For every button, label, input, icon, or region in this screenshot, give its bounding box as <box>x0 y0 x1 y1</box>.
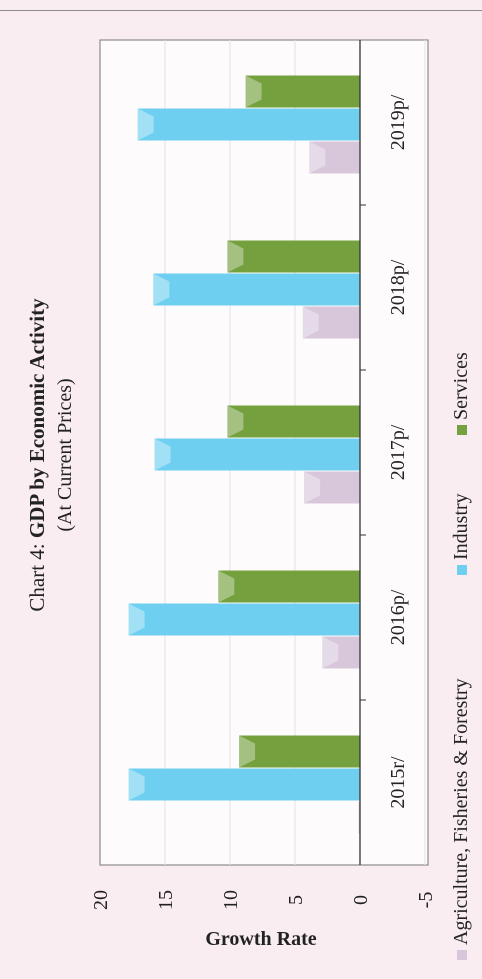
tick-label: 10 <box>220 890 242 910</box>
category-label: 2015r/ <box>387 756 409 809</box>
bar-bevel <box>309 141 326 174</box>
bar-bevel <box>128 603 145 636</box>
legend: Agriculture, Fisheries & Forestry Industr… <box>450 352 472 960</box>
legend-label: Agriculture, Fisheries & Forestry <box>450 678 472 945</box>
category-label: 2017p/ <box>387 424 409 480</box>
category-label: 2016p/ <box>387 589 409 645</box>
bar-bevel <box>218 570 235 603</box>
chart-subtitle: (At Current Prices) <box>54 378 76 531</box>
bar <box>309 141 360 174</box>
bar <box>239 735 360 768</box>
bar <box>302 306 360 339</box>
tick-label: 5 <box>285 895 307 905</box>
legend-swatch <box>457 950 467 960</box>
bar-bevel <box>322 636 339 669</box>
title-group: Chart 4: GDP by Economic Activity (At Cu… <box>25 298 76 612</box>
tick-labels: 20 15 10 5 0 -5 <box>90 890 437 910</box>
bar-bevel <box>302 306 319 339</box>
bar <box>137 108 360 141</box>
chart-title-prefix: Chart 4: <box>25 538 49 612</box>
chart-title-bold: GDP by Economic Activity <box>25 298 49 538</box>
bar <box>218 570 360 603</box>
tick-label: -5 <box>415 892 437 909</box>
bar <box>304 471 360 504</box>
top-rule <box>0 10 482 11</box>
bar <box>153 273 360 306</box>
category-labels: 2015r/2016p/2017p/2018p/2019p/ <box>387 94 409 808</box>
baseline <box>359 40 366 865</box>
legend-label: Industry <box>450 493 472 560</box>
bar <box>128 603 360 636</box>
bar-bevel <box>128 768 145 801</box>
bar-bevel <box>304 471 321 504</box>
tick-label: 20 <box>90 890 112 910</box>
legend-swatch <box>457 565 467 575</box>
tick-label: 15 <box>155 890 177 910</box>
bar <box>322 636 360 669</box>
category-label: 2018p/ <box>387 259 409 315</box>
bar-bevel <box>227 405 244 438</box>
y-axis-label: Growth Rate <box>205 928 316 950</box>
bar <box>245 75 360 108</box>
bar-bevel <box>153 273 170 306</box>
bar-bevel <box>245 75 262 108</box>
bar <box>227 405 360 438</box>
bar <box>128 768 360 801</box>
tick-label: 0 <box>350 895 372 905</box>
bar-bevel <box>137 108 154 141</box>
legend-label: Services <box>450 352 472 420</box>
legend-swatch <box>457 425 467 435</box>
category-label: 2019p/ <box>387 94 409 150</box>
bar-bevel <box>239 735 256 768</box>
bar-bevel <box>227 240 244 273</box>
chart-title: Chart 4: GDP by Economic Activity <box>25 298 49 612</box>
bar-bevel <box>154 438 171 471</box>
bars <box>128 75 360 834</box>
bar <box>227 240 360 273</box>
bar <box>154 438 360 471</box>
